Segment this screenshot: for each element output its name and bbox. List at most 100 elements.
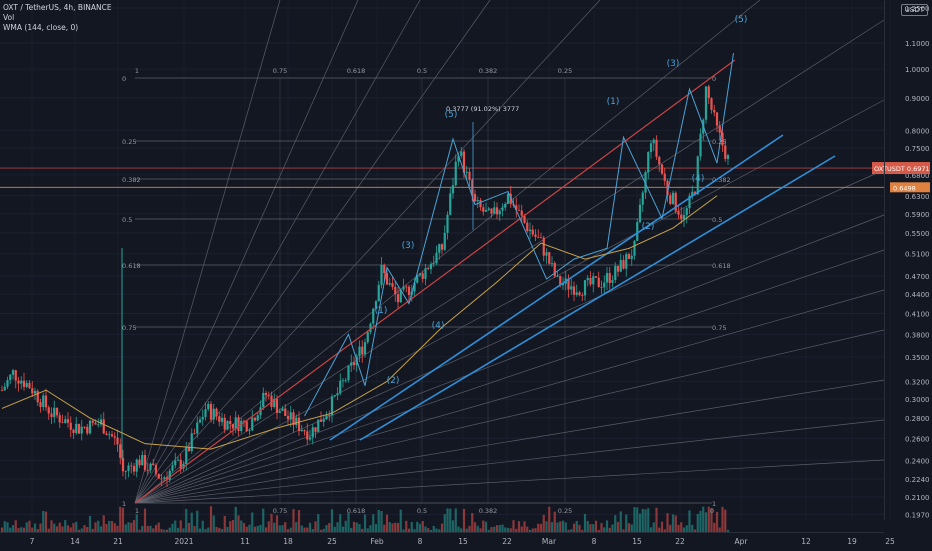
volume-bar bbox=[165, 529, 169, 532]
candle-body bbox=[627, 254, 631, 260]
volume-bar bbox=[504, 527, 507, 532]
volume-bar bbox=[361, 528, 364, 532]
volume-bar bbox=[110, 521, 114, 532]
candle-body bbox=[537, 236, 540, 238]
trend-channel bbox=[134, 59, 836, 504]
candle-body bbox=[366, 332, 369, 343]
candle-body bbox=[240, 420, 243, 431]
volume-bar bbox=[465, 528, 468, 532]
candle-body bbox=[20, 380, 23, 384]
volume-bar bbox=[597, 529, 600, 532]
candle-body bbox=[39, 402, 42, 407]
candle-body bbox=[330, 396, 334, 416]
candle-body bbox=[248, 430, 251, 432]
volume-bar bbox=[715, 511, 719, 532]
volume-bar bbox=[286, 529, 290, 532]
volume-bar bbox=[407, 528, 411, 532]
volume-bar bbox=[72, 523, 75, 532]
candle-body bbox=[493, 207, 496, 214]
candle-body bbox=[394, 286, 397, 295]
wave-label: (4) bbox=[692, 174, 705, 184]
volume-bar bbox=[594, 520, 598, 532]
volume-bar bbox=[572, 523, 576, 532]
candle-body bbox=[196, 422, 199, 434]
fan-line bbox=[134, 214, 885, 504]
candle-body bbox=[119, 444, 122, 458]
measure-label: 0.3777 (91.02%) 3777 bbox=[446, 105, 519, 113]
volume-bar bbox=[350, 527, 353, 532]
symbol-title[interactable]: OXT / TetherUS, 4h, BINANCE bbox=[3, 3, 112, 12]
fan-label-top: 1 bbox=[135, 67, 139, 75]
price-tick-label: 0.7500 bbox=[905, 145, 930, 153]
volume-bar bbox=[75, 521, 78, 532]
fib-level-label-left: 0.25 bbox=[122, 138, 136, 146]
volume-bar bbox=[297, 510, 301, 532]
candle-body bbox=[28, 382, 31, 389]
volume-bar bbox=[61, 526, 64, 532]
candle-body bbox=[168, 470, 171, 480]
candle-body bbox=[17, 380, 20, 384]
wma-indicator-label[interactable]: WMA (144, close, 0) bbox=[3, 23, 79, 32]
volume-bar bbox=[622, 529, 625, 532]
candle-body bbox=[223, 417, 226, 430]
fan-label-bottom: 0.618 bbox=[347, 507, 366, 515]
candle-body bbox=[182, 463, 185, 469]
candle-body bbox=[616, 265, 620, 272]
volume-bar bbox=[506, 527, 510, 532]
candle-body bbox=[416, 275, 419, 283]
candle-body bbox=[6, 380, 9, 387]
volume-bar bbox=[473, 522, 477, 532]
candle-body bbox=[11, 370, 15, 375]
candle-body bbox=[479, 200, 482, 208]
price-tick-label: 0.3200 bbox=[905, 378, 930, 386]
volume-bar bbox=[300, 525, 303, 532]
candle-body bbox=[418, 273, 422, 276]
time-tick-label: 11 bbox=[240, 537, 250, 546]
price-axis[interactable] bbox=[884, 0, 932, 520]
candle-body bbox=[209, 403, 213, 420]
volume-bar bbox=[669, 524, 672, 532]
currency-badge[interactable]: USDT bbox=[900, 4, 928, 16]
volume-bar bbox=[168, 527, 171, 532]
volume-indicator-label[interactable]: Vol bbox=[3, 13, 15, 22]
candle-body bbox=[289, 412, 292, 420]
fib-level-label-left: 0.618 bbox=[122, 262, 141, 270]
volume-bar bbox=[292, 509, 295, 532]
candle-body bbox=[506, 193, 510, 204]
candle-body bbox=[451, 185, 455, 194]
indicator-overlay bbox=[1, 53, 734, 450]
volume-bar bbox=[3, 521, 6, 532]
candle-body bbox=[490, 208, 493, 214]
candle-body bbox=[377, 285, 380, 302]
volume-bar bbox=[344, 520, 347, 532]
candle-body bbox=[674, 192, 677, 212]
volume-bar bbox=[693, 529, 697, 532]
volume-bar bbox=[196, 510, 199, 532]
candle-body bbox=[534, 234, 537, 237]
volume-bar bbox=[660, 521, 664, 532]
volume-bar bbox=[633, 507, 636, 532]
candle-body bbox=[405, 286, 408, 288]
price-tick-label: 0.3500 bbox=[905, 354, 930, 362]
volume-bar bbox=[627, 523, 631, 532]
candle-body bbox=[22, 380, 26, 387]
volume-bar bbox=[330, 509, 334, 532]
candle-body bbox=[86, 426, 89, 434]
volume-bar bbox=[501, 524, 504, 532]
candle-body bbox=[713, 109, 716, 113]
volume-bar bbox=[531, 528, 534, 532]
candle-body bbox=[539, 237, 543, 239]
candle-body bbox=[517, 209, 521, 211]
fib-level-label-right: 0.5 bbox=[712, 216, 722, 224]
candle-body bbox=[575, 292, 578, 295]
candle-body bbox=[671, 192, 675, 204]
channel-upper-line bbox=[134, 59, 736, 504]
time-axis[interactable] bbox=[0, 532, 884, 551]
volume-bar bbox=[369, 525, 372, 532]
volume-bar bbox=[36, 529, 39, 532]
volume-bar bbox=[509, 528, 512, 532]
fan-line bbox=[134, 0, 359, 504]
volume-bar bbox=[22, 527, 26, 532]
candle-body bbox=[460, 151, 463, 156]
